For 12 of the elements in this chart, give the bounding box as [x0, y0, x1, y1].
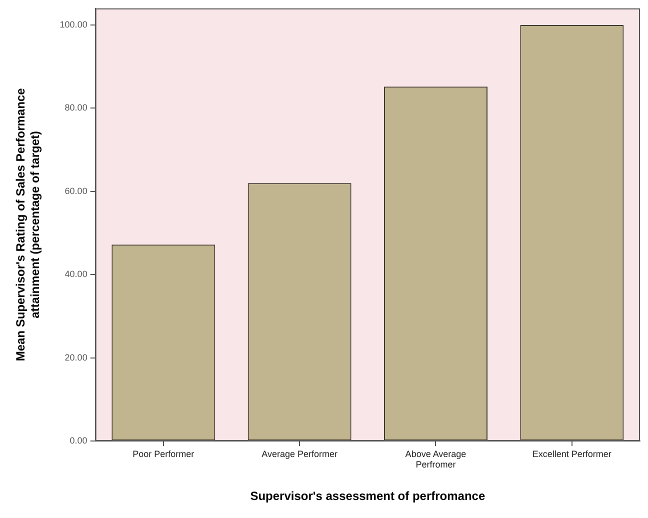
x-tick-label: Above Average Perfromer	[405, 448, 466, 470]
y-axis-title: Mean Supervisor's Rating of Sales Performance attainment (percentage of target)	[14, 88, 42, 362]
y-tick-label: 80.00	[64, 102, 88, 113]
y-tick-label: 100.00	[60, 20, 88, 30]
x-tick-label: Average Performer	[262, 448, 338, 459]
y-tick-label: 0.00	[70, 435, 88, 446]
x-tick-label: Excellent Performer	[532, 448, 612, 459]
x-tick-label: Poor Performer	[132, 448, 194, 459]
y-tick-label: 60.00	[64, 186, 88, 196]
y-tick-label: 40.00	[64, 269, 88, 280]
y-tick-label: 20.00	[64, 352, 88, 362]
x-axis-title: Supervisor's assessment of perfromance	[250, 489, 486, 504]
